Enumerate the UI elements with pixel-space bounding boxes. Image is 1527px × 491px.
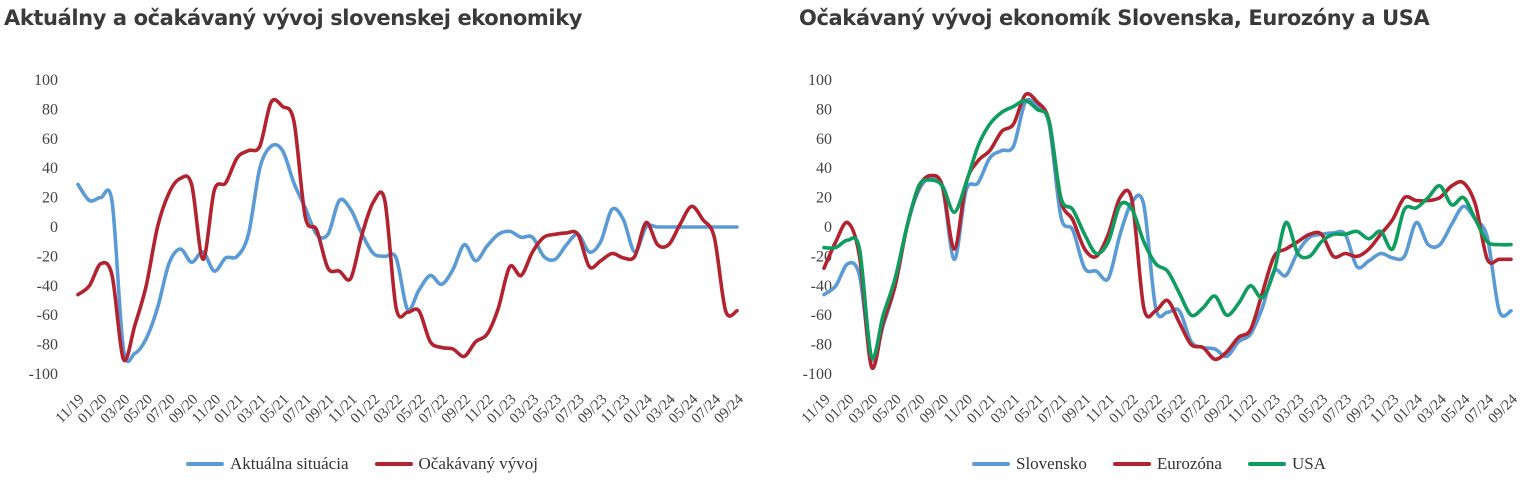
- chart-title-left: Aktuálny a očakávaný vývoj slovenskej ek…: [4, 6, 583, 30]
- legend-label: Očakávaný vývoj: [418, 454, 538, 473]
- series-line-3: [822, 98, 1513, 360]
- y-tick-label: 60: [42, 131, 58, 148]
- y-tick-label: -100: [803, 366, 832, 383]
- y-tick-label: 80: [42, 101, 58, 118]
- legend-swatch: [972, 462, 1010, 466]
- legend-swatch: [186, 462, 224, 466]
- legend-label: USA: [1291, 454, 1326, 473]
- y-tick-label: -80: [811, 337, 832, 354]
- legend-swatch: [1247, 462, 1286, 466]
- series-line-2: [76, 97, 739, 363]
- chart-right: 100806040200-20-40-60-80-10011/1901/2003…: [799, 72, 1521, 427]
- legend-swatch: [1112, 462, 1151, 466]
- y-tick-label: 0: [50, 219, 58, 236]
- y-tick-label: -80: [37, 337, 58, 354]
- legend-label: Eurozóna: [1156, 454, 1222, 473]
- y-tick-label: 80: [816, 101, 832, 118]
- y-tick-label: -20: [37, 248, 58, 265]
- series-line-1: [822, 97, 1513, 363]
- y-tick-label: -100: [29, 366, 58, 383]
- series-line-2: [822, 91, 1513, 371]
- legend-item: USA: [1247, 454, 1326, 474]
- chart-left: 100806040200-20-40-60-80-10011/1901/2003…: [29, 72, 748, 427]
- legend-item: Eurozóna: [1112, 454, 1222, 474]
- y-tick-label: 20: [42, 190, 58, 207]
- y-tick-label: 100: [34, 72, 58, 89]
- y-tick-label: 20: [816, 190, 832, 207]
- y-tick-label: 0: [824, 219, 832, 236]
- legend-swatch: [374, 462, 413, 466]
- legend-right: Slovensko Eurozóna USA: [972, 454, 1352, 474]
- legend-item: Slovensko: [972, 454, 1087, 474]
- y-tick-label: 40: [42, 160, 58, 177]
- legend-label: Slovensko: [1016, 454, 1087, 473]
- legend-label: Aktuálna situácia: [230, 454, 349, 473]
- chart-title-right: Očakávaný vývoj ekonomík Slovenska, Euro…: [799, 6, 1430, 30]
- series-line-1: [76, 142, 739, 364]
- y-tick-label: -60: [811, 307, 832, 324]
- y-tick-label: -40: [811, 278, 832, 295]
- legend-item: Očakávaný vývoj: [374, 454, 538, 474]
- y-tick-label: 40: [816, 160, 832, 177]
- legend-item: Aktuálna situácia: [186, 454, 349, 474]
- y-tick-label: 100: [808, 72, 832, 89]
- y-tick-label: -60: [37, 307, 58, 324]
- legend-left: Aktuálna situácia Očakávaný vývoj: [186, 454, 564, 474]
- y-tick-label: 60: [816, 131, 832, 148]
- y-tick-label: -40: [37, 278, 58, 295]
